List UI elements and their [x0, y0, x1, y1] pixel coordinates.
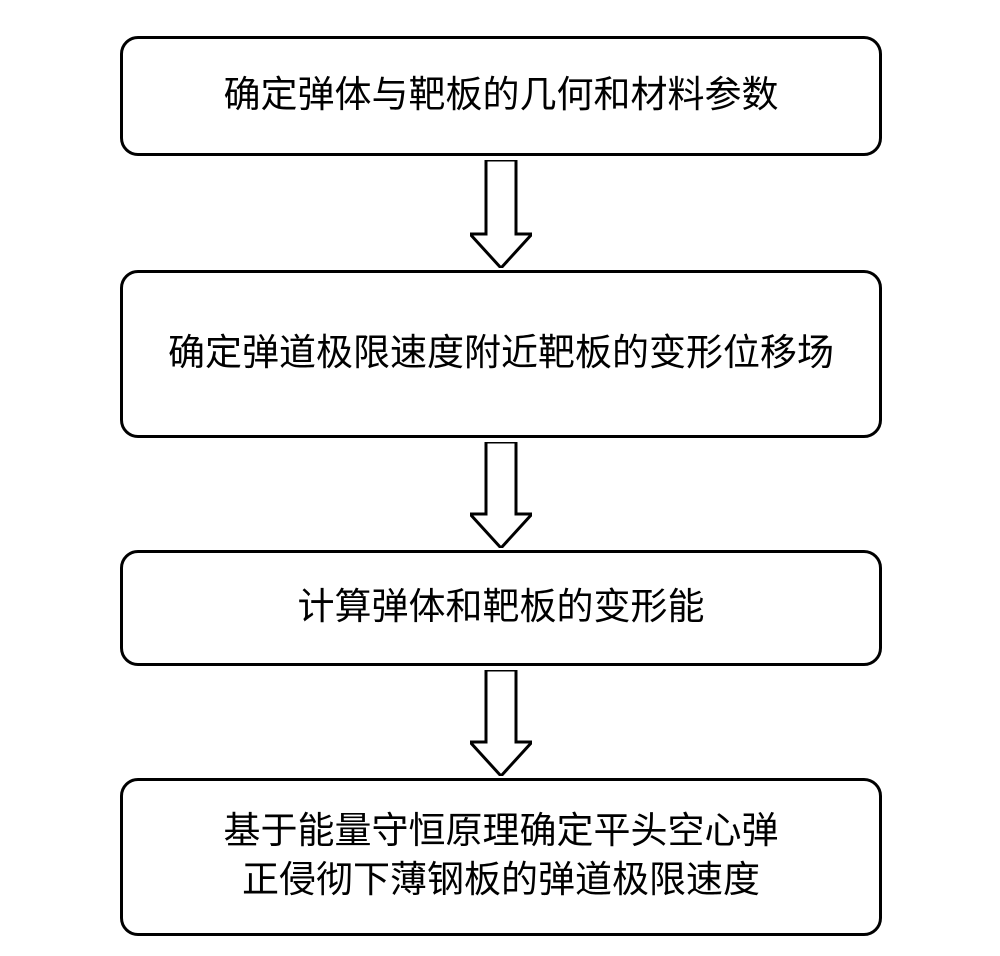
flowchart-node-label: 确定弹道极限速度附近靶板的变形位移场 — [168, 330, 834, 378]
flowchart-node-n2: 确定弹道极限速度附近靶板的变形位移场 — [120, 270, 882, 438]
flowchart-node-label: 计算弹体和靶板的变形能 — [298, 584, 705, 632]
flowchart-arrow-a1 — [470, 160, 532, 268]
flowchart-node-label: 基于能量守恒原理确定平头空心弹 正侵彻下薄钢板的弹道极限速度 — [224, 808, 779, 906]
flowchart-arrow-a2 — [470, 442, 532, 548]
flowchart-node-n1: 确定弹体与靶板的几何和材料参数 — [120, 36, 882, 156]
flowchart-node-label: 确定弹体与靶板的几何和材料参数 — [224, 72, 779, 120]
flowchart-node-n3: 计算弹体和靶板的变形能 — [120, 550, 882, 666]
flowchart-arrow-a3 — [470, 670, 532, 776]
flowchart-node-n4: 基于能量守恒原理确定平头空心弹 正侵彻下薄钢板的弹道极限速度 — [120, 778, 882, 936]
flowchart-canvas: 确定弹体与靶板的几何和材料参数确定弹道极限速度附近靶板的变形位移场计算弹体和靶板… — [0, 0, 1000, 956]
